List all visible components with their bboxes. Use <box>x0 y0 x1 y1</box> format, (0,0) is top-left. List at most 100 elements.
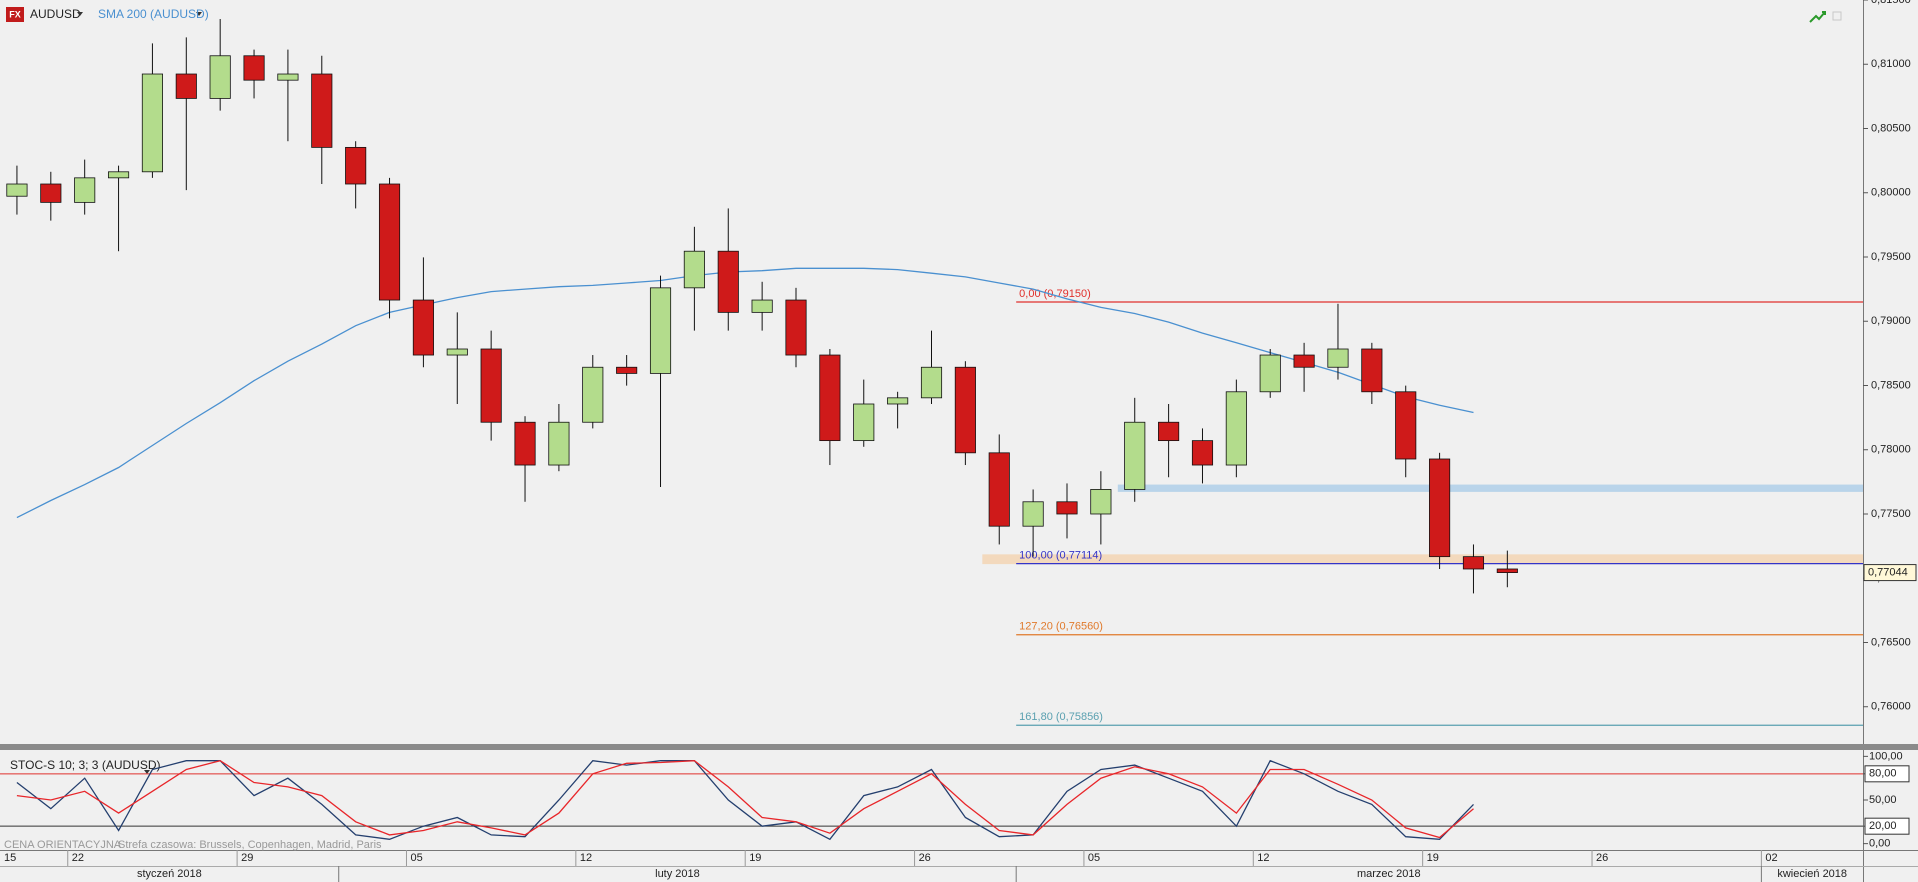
candle-body <box>345 146 367 185</box>
y-tick-label: 0,80000 <box>1871 187 1911 199</box>
candle-body <box>819 354 841 442</box>
stochastic-line <box>16 759 1474 839</box>
month-label: styczeń 2018 <box>137 868 202 880</box>
x-tick-label: 19 <box>1427 852 1439 864</box>
dropdown-arrow[interactable] <box>196 12 202 16</box>
overlay-legend: SMA 200 (AUDUSD) <box>98 7 209 21</box>
candle-body <box>74 177 96 203</box>
candle-body <box>243 55 265 81</box>
candle-body <box>1429 458 1451 558</box>
candle-body <box>480 348 502 423</box>
y-tick-label: 0,76000 <box>1871 701 1911 713</box>
candle-body <box>378 183 401 301</box>
y-tick-label: 0,77500 <box>1871 508 1911 520</box>
fib-label: 100,00 (0,77114) <box>1019 549 1102 561</box>
x-tick-label: 22 <box>72 852 84 864</box>
x-tick-label: 29 <box>241 852 253 864</box>
x-tick-label: 19 <box>749 852 761 864</box>
level-label-box <box>1864 817 1910 835</box>
y-tick-label: 100,00 <box>1869 750 1903 762</box>
candle-body <box>175 73 197 99</box>
footer-text: CENA ORIENTACYJNA <box>4 839 122 851</box>
window-icon[interactable] <box>1832 11 1842 21</box>
last-price-label: 0,77044 <box>1868 566 1908 578</box>
candle-body <box>616 366 638 374</box>
candle-body <box>141 73 163 173</box>
candle-body <box>920 366 943 399</box>
fib-label: 0,00 (0,79150) <box>1019 288 1091 300</box>
symbol-icon[interactable] <box>6 7 24 22</box>
x-tick-label: 05 <box>410 852 422 864</box>
candle-body <box>582 366 604 423</box>
x-tick-label: 12 <box>580 852 592 864</box>
stochastic-line <box>16 759 1474 841</box>
candle-body <box>785 299 807 356</box>
candle-body <box>1496 568 1518 573</box>
candle-body <box>1124 421 1146 490</box>
dropdown-arrow[interactable] <box>77 12 83 16</box>
candle-body <box>209 55 231 99</box>
candle-body <box>1225 391 1247 466</box>
y-tick-label: 0,78500 <box>1871 379 1911 391</box>
candle-body <box>1191 440 1214 466</box>
candle-body <box>311 73 333 148</box>
y-tick-label: 0,76500 <box>1871 636 1911 648</box>
x-tick-label: 12 <box>1257 852 1269 864</box>
candle-body <box>1158 421 1180 442</box>
candle-body <box>548 421 570 466</box>
candle-body <box>107 171 130 179</box>
candle-body <box>1056 501 1078 515</box>
panel-separator <box>0 744 1918 750</box>
x-tick-label: 26 <box>1596 852 1608 864</box>
candle-body <box>514 421 536 466</box>
candle-body <box>683 250 705 289</box>
y-tick-label: 0,79000 <box>1871 315 1911 327</box>
candle-body <box>1462 556 1485 570</box>
candle-body <box>887 397 909 405</box>
candle-body <box>853 403 875 442</box>
symbol-icon-text: FX <box>9 9 21 19</box>
support-zone <box>982 554 1863 565</box>
y-tick-label: 0,00 <box>1869 838 1890 850</box>
y-tick-label: 20,00 <box>1869 820 1897 832</box>
x-tick-label: 05 <box>1088 852 1100 864</box>
chart-tool-icon[interactable] <box>1809 11 1826 23</box>
month-label: luty 2018 <box>655 868 700 880</box>
candle-body <box>1327 348 1349 368</box>
candle-body <box>1293 354 1315 368</box>
y-tick-label: 0,78000 <box>1871 444 1911 456</box>
y-tick-label: 0,80500 <box>1871 122 1911 134</box>
month-label: marzec 2018 <box>1357 868 1421 880</box>
candle-body <box>988 452 1010 527</box>
candle-body <box>1022 501 1044 527</box>
last-price-box <box>1863 564 1917 582</box>
candle-body <box>277 73 299 81</box>
y-tick-label: 0,81000 <box>1871 58 1911 70</box>
indicator-title[interactable]: STOC-S 10; 3; 3 (AUDUSD) <box>10 758 160 772</box>
candle-body <box>1259 354 1281 393</box>
sma-line <box>16 267 1474 519</box>
y-tick-label: 50,00 <box>1869 794 1897 806</box>
candle-body <box>412 299 434 356</box>
support-zone <box>1117 484 1863 492</box>
y-tick-label: 80,00 <box>1869 768 1897 780</box>
candle-body <box>1090 489 1112 515</box>
candle-body <box>717 250 739 313</box>
candle-body <box>751 299 773 313</box>
candle-body <box>40 183 62 203</box>
candle-body <box>6 183 28 197</box>
level-label-box <box>1864 765 1910 783</box>
candle-body <box>1395 391 1417 460</box>
dropdown-arrow[interactable] <box>144 770 150 774</box>
candle-body <box>446 348 468 356</box>
symbol-name[interactable]: AUDUSD <box>30 7 81 21</box>
fib-label: 127,20 (0,76560) <box>1019 621 1103 633</box>
fib-label: 161,80 (0,75856) <box>1019 711 1103 723</box>
candle-body <box>1361 348 1383 393</box>
month-label: kwiecień 2018 <box>1777 868 1847 880</box>
candle-body <box>954 366 976 454</box>
x-tick-label: 15 <box>4 852 16 864</box>
